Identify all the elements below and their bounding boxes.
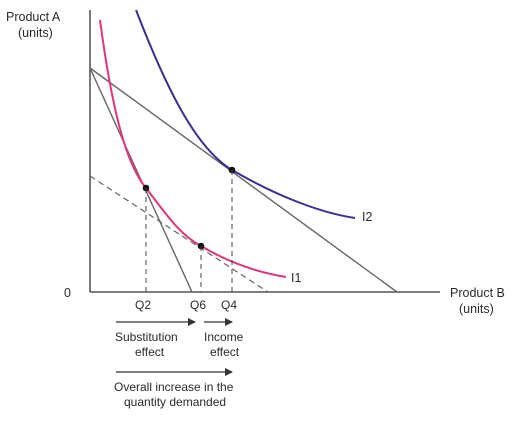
i2-label: I2 <box>362 210 372 224</box>
x-axis-label-line1: Product B <box>450 286 505 300</box>
budget-line-compensated <box>89 175 269 293</box>
substitution-effect-label-line2: effect <box>135 345 165 359</box>
y-axis-label-line1: Product A <box>6 10 61 24</box>
overall-increase-label-line2: quantity demanded <box>124 395 226 409</box>
y-axis-label-line2: (units) <box>18 26 53 40</box>
tick-q6: Q6 <box>190 298 206 312</box>
indifference-curve-i2 <box>135 9 356 219</box>
indifference-curve-i1 <box>99 19 287 278</box>
income-effect-label-line1: Income <box>204 330 244 344</box>
tick-q4: Q4 <box>221 298 237 312</box>
tick-q2: Q2 <box>135 298 151 312</box>
income-effect-label-line2: effect <box>210 345 240 359</box>
overall-increase-label-line1: Overall increase in the <box>114 380 234 394</box>
x-axis-label-line2: (units) <box>459 302 494 316</box>
i1-label: I1 <box>291 271 301 285</box>
budget-line-new <box>89 67 398 293</box>
origin-label: 0 <box>64 286 71 300</box>
substitution-effect-label-line1: Substitution <box>115 330 178 344</box>
